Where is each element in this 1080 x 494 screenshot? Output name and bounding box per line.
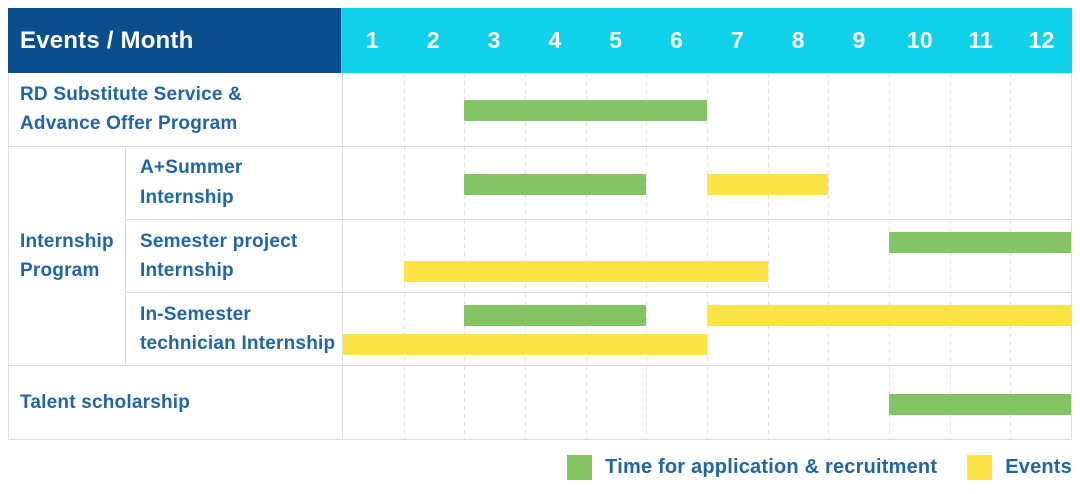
month-label-12: 12: [1028, 27, 1055, 53]
month-gridline: [1010, 146, 1012, 219]
row-rd-substitute-service: RD Substitute Service & Advance Offer Pr…: [9, 73, 1071, 146]
yellow-gantt-bar: [343, 334, 707, 356]
month-label-5: 5: [609, 27, 623, 53]
yellow-gantt-bar: [707, 305, 1071, 327]
yellow-gantt-bar: [403, 260, 768, 282]
month-label-8: 8: [791, 27, 805, 53]
row-label-in-semester-technician-internship: In-Semester technician Internship: [126, 293, 343, 366]
legend-label: Events: [1005, 455, 1072, 478]
month-label-2: 2: [426, 27, 440, 53]
legend-item-yellow: Events: [967, 454, 1072, 480]
month-gridline: [707, 293, 708, 366]
month-gridline: [767, 219, 769, 293]
month-gridline: [767, 366, 769, 439]
month-gridline: [828, 146, 830, 219]
gantt-table: Events / Month 1 2 3 4 5 6 7 8 9 10 11 12 RD Substi…: [8, 8, 1072, 440]
legend-item-green: Time for application & recruitment: [567, 454, 938, 480]
row-label-a-plus-summer-internship: A+Summer Internship: [126, 146, 343, 219]
month-gridline: [949, 73, 951, 146]
green-legend-swatch: [567, 454, 593, 480]
month-label-1: 1: [365, 27, 379, 53]
group-label-cell: Internship Program: [9, 146, 126, 366]
month-gridline: [1010, 73, 1012, 146]
row-semester-project-internship: Semester project Internship: [126, 218, 1071, 293]
row-track: [343, 219, 1071, 293]
month-gridline: [707, 73, 708, 146]
month-gridline: [403, 73, 405, 146]
month-gridline: [403, 366, 405, 439]
table-header-row: Events / Month 1 2 3 4 5 6 7 8 9 10 11 12: [8, 8, 1072, 73]
legend: Time for application & recruitment Events: [537, 449, 1072, 485]
month-gridline: [828, 73, 830, 146]
yellow-gantt-bar: [707, 173, 829, 195]
month-label-11: 11: [968, 27, 994, 53]
green-gantt-bar: [464, 305, 647, 327]
row-a-plus-summer-internship: A+Summer Internship: [126, 146, 1071, 219]
green-gantt-bar: [889, 231, 1071, 253]
row-track: [343, 366, 1071, 439]
group-label-internship-program: Internship Program: [20, 230, 114, 281]
table-body: RD Substitute Service & Advance Offer Pr…: [8, 73, 1072, 440]
month-gridline: [1010, 293, 1012, 366]
month-label-9: 9: [852, 27, 866, 53]
month-header: 1 2 3 4 5 6 7 8 9 10 11 12: [342, 8, 1072, 73]
group-rows: A+Summer Internship Semester project Int…: [126, 146, 1071, 366]
month-label-3: 3: [487, 27, 501, 53]
month-label-6: 6: [670, 27, 684, 53]
green-gantt-bar: [464, 100, 707, 122]
month-gridline: [949, 146, 951, 219]
month-gridline: [949, 293, 951, 366]
internship-program-group: Internship Program A+Summer Internship S…: [9, 145, 1071, 366]
month-gridline: [889, 219, 890, 293]
month-gridline: [828, 219, 830, 293]
month-gridline: [828, 366, 830, 439]
month-gridline: [949, 219, 951, 293]
row-in-semester-technician-internship: In-Semester technician Internship: [126, 292, 1071, 366]
month-gridline: [464, 366, 466, 439]
month-gridline: [646, 146, 648, 219]
yellow-legend-swatch: [967, 454, 993, 480]
events-month-header-cell: Events / Month: [8, 8, 342, 73]
month-gridline: [707, 366, 708, 439]
month-gridline: [889, 146, 890, 219]
month-gridline: [1010, 219, 1012, 293]
month-gridline: [889, 293, 890, 366]
month-gridline: [828, 293, 830, 366]
row-label-rd-substitute-service: RD Substitute Service & Advance Offer Pr…: [9, 73, 343, 146]
month-gridline: [585, 366, 587, 439]
row-label-talent-scholarship: Talent scholarship: [9, 366, 343, 439]
green-gantt-bar: [889, 393, 1071, 415]
legend-label: Time for application & recruitment: [605, 455, 938, 478]
month-label-7: 7: [730, 27, 744, 53]
row-track: [343, 146, 1071, 219]
month-gridline: [403, 146, 405, 219]
row-track: [343, 73, 1071, 146]
month-gridline: [889, 73, 890, 146]
month-gridline: [646, 366, 648, 439]
month-gridline: [767, 73, 769, 146]
month-gridline: [525, 366, 526, 439]
month-label-4: 4: [548, 27, 562, 53]
row-label-semester-project-internship: Semester project Internship: [126, 219, 343, 293]
row-track: [343, 293, 1071, 366]
row-talent-scholarship: Talent scholarship: [9, 365, 1071, 439]
month-label-10: 10: [906, 27, 933, 53]
green-gantt-bar: [464, 173, 647, 195]
month-gridline: [767, 293, 769, 366]
